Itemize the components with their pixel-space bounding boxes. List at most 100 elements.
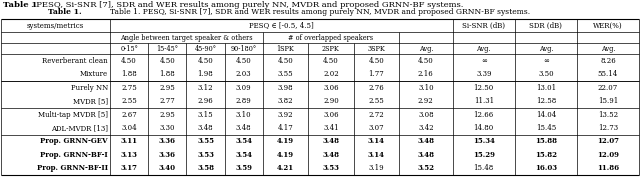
- Text: Prop. GRNN-BF-I: Prop. GRNN-BF-I: [40, 151, 108, 159]
- Text: 4.50: 4.50: [323, 57, 339, 65]
- Text: 12.66: 12.66: [474, 110, 494, 118]
- Text: 4.50: 4.50: [236, 57, 252, 65]
- Text: 14.80: 14.80: [474, 124, 494, 132]
- Text: systems/metrics: systems/metrics: [26, 22, 84, 30]
- Text: # of overlapped speakers: # of overlapped speakers: [289, 34, 374, 42]
- Text: 3.55: 3.55: [278, 70, 293, 78]
- Text: 3.12: 3.12: [198, 84, 213, 92]
- Text: 4.17: 4.17: [278, 124, 293, 132]
- Text: 3.10: 3.10: [236, 110, 252, 118]
- Text: Mixture: Mixture: [80, 70, 108, 78]
- Text: 3.40: 3.40: [159, 164, 176, 172]
- Text: 15.91: 15.91: [598, 97, 618, 105]
- Text: WER(%): WER(%): [593, 22, 623, 30]
- Text: 12.07: 12.07: [597, 137, 619, 146]
- Text: 15.82: 15.82: [535, 151, 557, 159]
- Text: 3.30: 3.30: [159, 124, 175, 132]
- Text: 2.16: 2.16: [418, 70, 434, 78]
- Text: . PESQ, Si-SNR [7], SDR and WER results among purely NN, MVDR and proposed GRNN-: . PESQ, Si-SNR [7], SDR and WER results …: [31, 1, 463, 9]
- Text: 3.59: 3.59: [236, 164, 252, 172]
- Text: 1SPK: 1SPK: [276, 45, 294, 53]
- Text: 3SPK: 3SPK: [367, 45, 385, 53]
- Text: 2.92: 2.92: [418, 97, 434, 105]
- Text: 2.77: 2.77: [159, 97, 175, 105]
- Text: 3.53: 3.53: [197, 151, 214, 159]
- Text: Avg.: Avg.: [601, 45, 615, 53]
- Text: 12.73: 12.73: [598, 124, 618, 132]
- Text: 4.21: 4.21: [277, 164, 294, 172]
- Text: ∞: ∞: [481, 57, 486, 65]
- Text: Prop. GRNN-GEV: Prop. GRNN-GEV: [40, 137, 108, 146]
- Text: 3.06: 3.06: [323, 84, 339, 92]
- Text: 22.07: 22.07: [598, 84, 618, 92]
- Text: 1.77: 1.77: [369, 70, 384, 78]
- Text: 3.09: 3.09: [236, 84, 252, 92]
- Text: 3.50: 3.50: [538, 70, 554, 78]
- Text: 2.76: 2.76: [369, 84, 384, 92]
- Text: 3.36: 3.36: [159, 137, 176, 146]
- Text: 3.48: 3.48: [417, 137, 435, 146]
- Text: 45-90°: 45-90°: [195, 45, 216, 53]
- Text: Prop. GRNN-BF-II: Prop. GRNN-BF-II: [37, 164, 108, 172]
- Text: 13.01: 13.01: [536, 84, 556, 92]
- Text: 2.55: 2.55: [121, 97, 137, 105]
- Text: 3.48: 3.48: [323, 137, 339, 146]
- Text: 3.58: 3.58: [197, 164, 214, 172]
- Text: 3.11: 3.11: [120, 137, 138, 146]
- Text: 2.90: 2.90: [323, 97, 339, 105]
- Text: 4.50: 4.50: [121, 57, 137, 65]
- Text: 16.03: 16.03: [535, 164, 557, 172]
- Text: ∞: ∞: [543, 57, 548, 65]
- Text: 15.29: 15.29: [473, 151, 495, 159]
- Text: 12.09: 12.09: [597, 151, 619, 159]
- Text: 2.95: 2.95: [159, 84, 175, 92]
- Text: Table 1: Table 1: [3, 1, 37, 9]
- Text: 3.48: 3.48: [198, 124, 213, 132]
- Text: 4.50: 4.50: [198, 57, 213, 65]
- Text: 3.41: 3.41: [323, 124, 339, 132]
- Text: 3.92: 3.92: [278, 110, 293, 118]
- Text: PESQ ∈ [-0.5, 4.5]: PESQ ∈ [-0.5, 4.5]: [249, 22, 314, 30]
- Text: 1.88: 1.88: [159, 70, 175, 78]
- Text: Avg.: Avg.: [539, 45, 553, 53]
- Text: 2.72: 2.72: [369, 110, 384, 118]
- Text: Purely NN: Purely NN: [71, 84, 108, 92]
- Text: Multi-tap MVDR [5]: Multi-tap MVDR [5]: [38, 110, 108, 118]
- Text: 3.08: 3.08: [418, 110, 434, 118]
- Text: 55.14: 55.14: [598, 70, 618, 78]
- Text: 3.98: 3.98: [278, 84, 293, 92]
- Text: 3.53: 3.53: [323, 164, 339, 172]
- Text: 3.10: 3.10: [418, 84, 434, 92]
- Text: 15.48: 15.48: [474, 164, 494, 172]
- Text: 15.34: 15.34: [473, 137, 495, 146]
- Text: 11.86: 11.86: [597, 164, 619, 172]
- Text: 15.45: 15.45: [536, 124, 556, 132]
- Text: 1.98: 1.98: [198, 70, 213, 78]
- Text: 3.48: 3.48: [323, 151, 339, 159]
- Text: 3.14: 3.14: [368, 151, 385, 159]
- Text: Avg.: Avg.: [419, 45, 433, 53]
- Text: 4.50: 4.50: [159, 57, 175, 65]
- Text: 90-180°: 90-180°: [230, 45, 257, 53]
- Text: 14.04: 14.04: [536, 110, 556, 118]
- Text: MVDR [5]: MVDR [5]: [73, 97, 108, 105]
- Text: 12.50: 12.50: [474, 84, 494, 92]
- Text: 3.04: 3.04: [122, 124, 137, 132]
- Text: 3.54: 3.54: [236, 151, 252, 159]
- Text: 4.19: 4.19: [277, 151, 294, 159]
- Text: Table 1. PESQ, Si-SNR [7], SDR and WER results among purely NN, MVDR and propose: Table 1. PESQ, Si-SNR [7], SDR and WER r…: [110, 8, 530, 16]
- Text: SDR (dB): SDR (dB): [529, 22, 563, 30]
- Text: 3.55: 3.55: [197, 137, 214, 146]
- Text: Reverberant clean: Reverberant clean: [42, 57, 108, 65]
- Text: 4.50: 4.50: [369, 57, 384, 65]
- Text: 3.13: 3.13: [121, 151, 138, 159]
- Text: 8.26: 8.26: [600, 57, 616, 65]
- Text: 3.14: 3.14: [368, 137, 385, 146]
- Text: 3.17: 3.17: [120, 164, 138, 172]
- Text: 2.67: 2.67: [121, 110, 137, 118]
- Text: 11.31: 11.31: [474, 97, 494, 105]
- Text: Si-SNR (dB): Si-SNR (dB): [462, 22, 505, 30]
- Text: 3.19: 3.19: [369, 164, 384, 172]
- Text: 3.39: 3.39: [476, 70, 492, 78]
- Text: 3.48: 3.48: [236, 124, 252, 132]
